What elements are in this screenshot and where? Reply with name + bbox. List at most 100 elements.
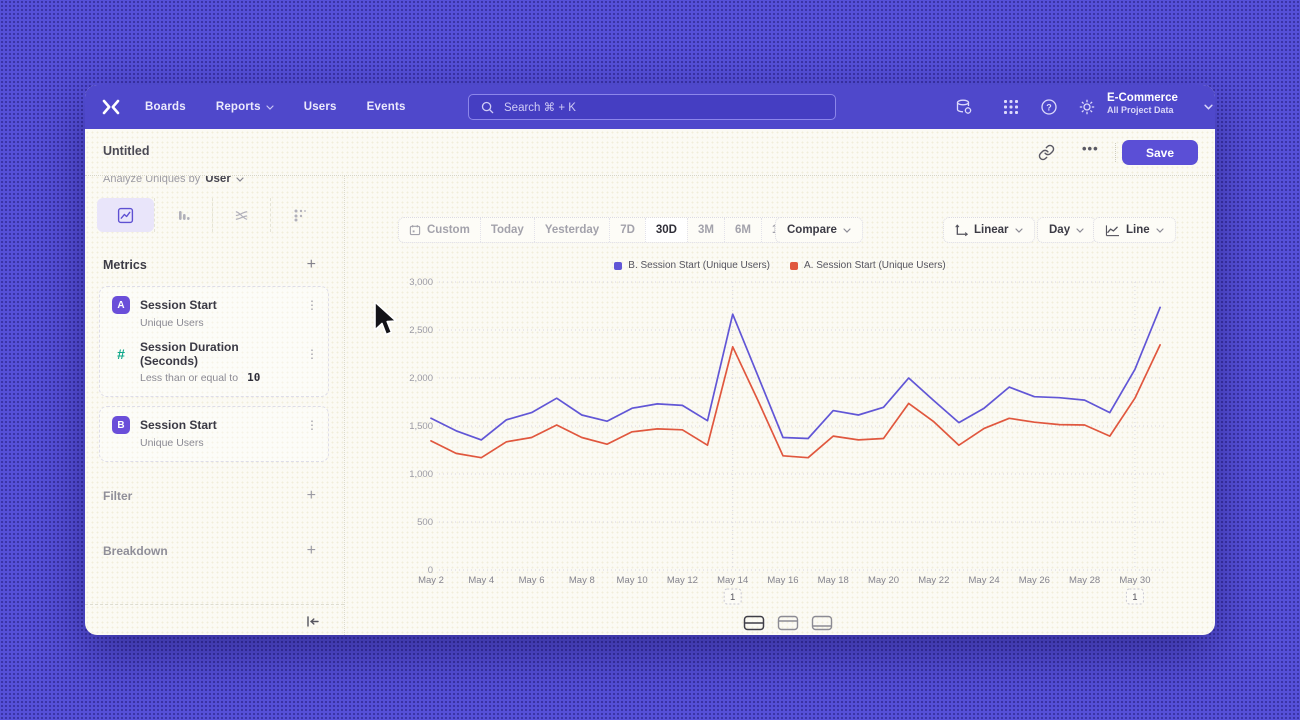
- viz-tab-retention[interactable]: [270, 198, 328, 232]
- share-link-icon[interactable]: [1038, 144, 1055, 161]
- chart-legend: B. Session Start (Unique Users) A. Sessio…: [345, 260, 1215, 271]
- metric-sub-label: Less than or equal to: [140, 372, 239, 384]
- chevron-down-icon: [1156, 227, 1164, 233]
- metric-sub-label: Unique Users: [140, 317, 204, 329]
- add-metric-button[interactable]: +: [306, 256, 316, 273]
- metrics-label: Metrics: [103, 258, 147, 272]
- range-label: Yesterday: [544, 224, 600, 236]
- interval-dropdown[interactable]: Day: [1037, 217, 1097, 243]
- nav-item-users[interactable]: Users: [304, 101, 337, 113]
- metric-card: B Session Start ⋮ Unique Users: [99, 406, 329, 462]
- collapse-sidebar-icon[interactable]: [305, 614, 320, 629]
- metric-row[interactable]: # Session Duration (Seconds) ⋮: [112, 340, 318, 368]
- chart-type-dropdown[interactable]: Line: [1093, 217, 1176, 243]
- add-filter-button[interactable]: +: [306, 487, 316, 504]
- data-management-icon[interactable]: [955, 98, 973, 116]
- layout-toggle-panel-bottom[interactable]: [809, 613, 835, 633]
- x-tick-label: May 12: [667, 575, 698, 586]
- panel-top-icon: [777, 615, 799, 631]
- chevron-down-icon: [1204, 104, 1213, 110]
- viz-tab-insights[interactable]: [97, 198, 154, 232]
- metric-options-icon[interactable]: ⋮: [306, 298, 318, 312]
- range-6m[interactable]: 6M: [723, 218, 761, 242]
- chevron-down-icon: [843, 227, 851, 233]
- metric-row[interactable]: A Session Start ⋮: [112, 296, 318, 314]
- apps-grid-icon[interactable]: [1002, 98, 1020, 116]
- metric-name: Session Start: [140, 418, 217, 432]
- x-tick-label: May 10: [617, 575, 648, 586]
- mixpanel-logo-icon[interactable]: [101, 97, 121, 117]
- annotation-badge-label: 1: [730, 592, 735, 603]
- save-button[interactable]: Save: [1122, 140, 1198, 165]
- analyze-uniques-selector[interactable]: Analyze Uniques by User: [103, 176, 244, 185]
- legend-label: B. Session Start (Unique Users): [628, 260, 770, 271]
- report-title[interactable]: Untitled: [103, 144, 150, 158]
- x-tick-label: May 30: [1119, 575, 1150, 586]
- search-input[interactable]: Search ⌘ + K: [468, 94, 836, 120]
- range-label: 30D: [655, 224, 677, 236]
- nav-item-label: Events: [366, 101, 406, 113]
- sidebar-section-breakdown: Breakdown +: [103, 542, 316, 560]
- compare-button[interactable]: Compare: [775, 217, 863, 243]
- metric-options-icon[interactable]: ⋮: [306, 418, 318, 432]
- chevron-down-icon: [266, 104, 274, 110]
- line-chart[interactable]: 0 500 1,000 1,500 2,000 2,500 3,000 1 1 May 2 May …: [395, 275, 1185, 607]
- split-rows-icon: [743, 615, 765, 631]
- metric-sub-label: Unique Users: [140, 437, 204, 449]
- series-line[interactable]: [430, 344, 1161, 459]
- range-custom[interactable]: Custom: [399, 218, 480, 242]
- nav-item-boards[interactable]: Boards: [145, 101, 186, 113]
- metric-subtitle: Less than or equal to 10: [140, 371, 318, 384]
- more-options-icon[interactable]: •••: [1082, 141, 1099, 156]
- viz-tab-flows[interactable]: [212, 198, 270, 232]
- x-tick-label: May 8: [569, 575, 595, 586]
- line-chart-icon: [1105, 224, 1119, 236]
- nav-item-reports[interactable]: Reports: [216, 101, 274, 113]
- project-selector[interactable]: E-Commerce All Project Data: [1107, 92, 1213, 115]
- range-30d[interactable]: 30D: [644, 218, 687, 242]
- toolbar-divider: [1115, 143, 1116, 162]
- section-label: Filter: [103, 489, 133, 503]
- viz-tab-bar-chart[interactable]: [154, 198, 212, 232]
- annotation-badge[interactable]: [723, 588, 742, 605]
- primary-nav: Boards Reports Users Events: [145, 85, 406, 129]
- add-breakdown-button[interactable]: +: [306, 542, 316, 559]
- layout-toggle-panel-top[interactable]: [775, 613, 801, 633]
- range-7d[interactable]: 7D: [609, 218, 645, 242]
- axis-icon: [955, 224, 968, 236]
- metric-name: Session Start: [140, 298, 217, 312]
- settings-gear-icon[interactable]: [1078, 98, 1096, 116]
- legend-item[interactable]: A. Session Start (Unique Users): [790, 260, 946, 271]
- range-label: Today: [490, 224, 524, 236]
- scale-dropdown[interactable]: Linear: [943, 217, 1035, 243]
- nav-item-events[interactable]: Events: [367, 101, 406, 113]
- legend-item[interactable]: B. Session Start (Unique Users): [614, 260, 770, 271]
- help-icon[interactable]: ?: [1040, 98, 1058, 116]
- y-tick-label: 1,500: [409, 421, 433, 432]
- legend-label: A. Session Start (Unique Users): [804, 260, 946, 271]
- analyze-label: Analyze Uniques by: [103, 176, 201, 185]
- range-label: 6M: [734, 224, 751, 236]
- metric-options-icon[interactable]: ⋮: [306, 347, 318, 361]
- metric-subtitle: Unique Users: [140, 317, 318, 329]
- metric-sub-value[interactable]: 10: [247, 371, 261, 384]
- x-tick-label: May 28: [1069, 575, 1100, 586]
- y-tick-label: 500: [417, 517, 433, 528]
- range-today[interactable]: Today: [479, 218, 534, 242]
- x-tick-label: May 18: [818, 575, 849, 586]
- metric-row[interactable]: B Session Start ⋮: [112, 416, 318, 434]
- series-line[interactable]: [430, 306, 1161, 441]
- annotation-badge[interactable]: [1125, 588, 1144, 605]
- search-placeholder: Search ⌘ + K: [504, 102, 576, 114]
- y-tick-label: 2,000: [409, 373, 433, 384]
- sidebar-footer-divider: [85, 604, 344, 605]
- svg-text:?: ?: [1046, 102, 1052, 112]
- analyze-value: User: [205, 176, 231, 185]
- metric-name: Session Duration (Seconds): [140, 340, 239, 368]
- range-3m[interactable]: 3M: [687, 218, 724, 242]
- top-navbar: Boards Reports Users Events Search ⌘ + K ? …: [85, 85, 1215, 129]
- layout-toggle-split-rows[interactable]: [741, 613, 767, 633]
- range-yesterday[interactable]: Yesterday: [533, 218, 609, 242]
- query-builder-sidebar: Analyze Uniques by User Metrics + A Sessi…: [85, 176, 345, 635]
